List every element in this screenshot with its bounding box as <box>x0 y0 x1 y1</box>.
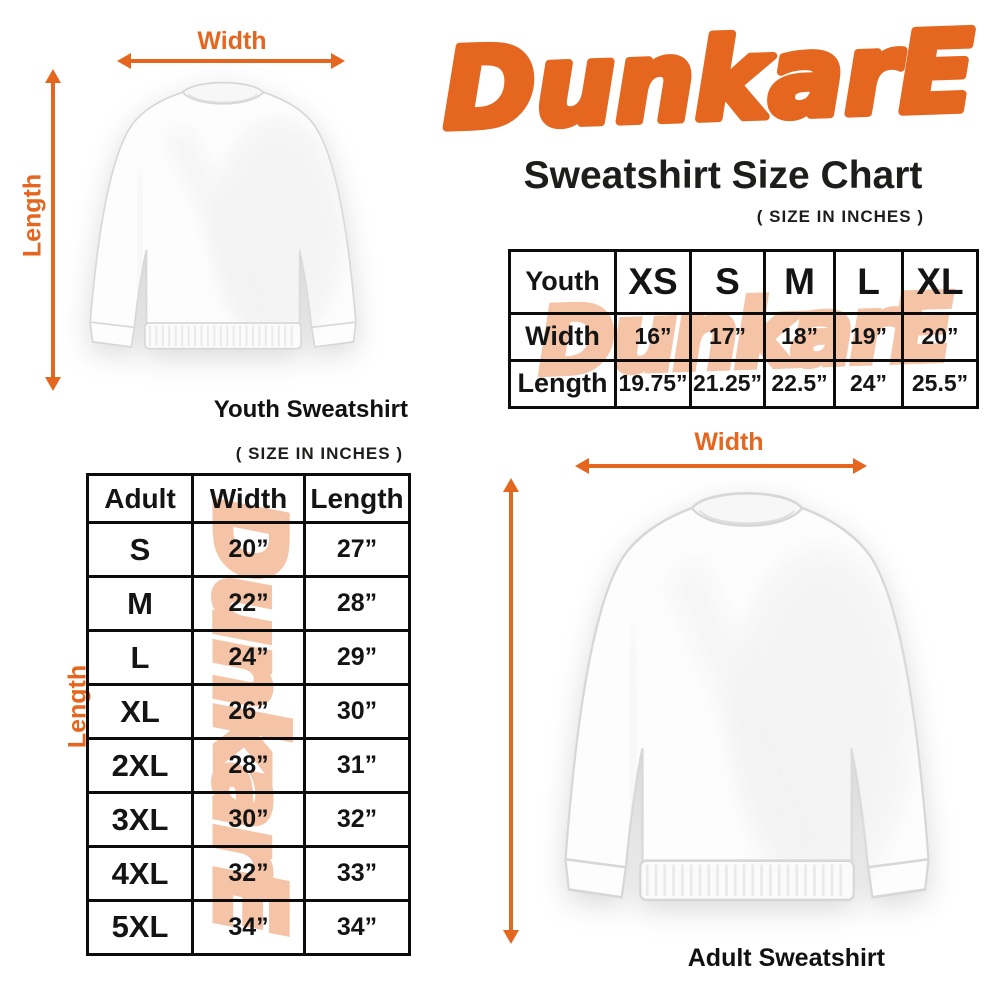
adult-length-value: 33” <box>303 845 411 902</box>
youth-width-label: Width <box>197 27 267 55</box>
adult-size-label: 5XL <box>86 898 194 956</box>
adult-size-label: 3XL <box>86 791 194 849</box>
youth-width-value: 17” <box>689 311 766 362</box>
adult-size-units-note: ( SIZE IN INCHES ) <box>235 444 403 463</box>
youth-table: Youth XS S M L XL Width 16” 17” 18” 19” … <box>508 249 979 409</box>
adult-length-value: 31” <box>303 737 411 795</box>
youth-size-header-cell: S <box>689 249 766 315</box>
adult-table-corner-cell: Adult <box>86 473 194 525</box>
size-units-note: ( SIZE IN INCHES ) <box>756 207 924 226</box>
youth-length-value: 19.75” <box>614 358 692 409</box>
adult-size-row: 3XL 30” 32” <box>86 791 411 849</box>
adult-length-value: 29” <box>303 629 411 687</box>
adult-sweatshirt-image <box>527 474 967 960</box>
youth-table-header-row: Youth XS S M L XL <box>508 249 979 315</box>
adult-size-label: 4XL <box>86 845 194 902</box>
adult-size-row: XL 26” 30” <box>86 683 411 741</box>
youth-size-table: DunkarE Youth XS S M L XL Width 16” 17” … <box>508 249 979 409</box>
adult-size-row: 2XL 28” 31” <box>86 737 411 795</box>
adult-table: Adult Width Length S 20” 27” M 22” 28” L… <box>86 473 411 956</box>
adult-width-value: 30” <box>191 791 306 849</box>
youth-width-value: 20” <box>901 311 979 362</box>
adult-width-arrow-icon <box>575 458 867 474</box>
youth-width-value: 19” <box>833 311 904 362</box>
adult-size-label: S <box>86 521 194 579</box>
youth-width-value: 16” <box>614 311 692 362</box>
adult-width-value: 34” <box>191 898 306 956</box>
youth-length-value: 24” <box>833 358 904 409</box>
youth-row-label: Length <box>508 358 617 409</box>
youth-width-arrow-icon <box>117 53 345 69</box>
youth-length-value: 22.5” <box>763 358 836 409</box>
logo-text: DunkarE <box>441 12 977 155</box>
adult-width-value: 32” <box>191 845 306 902</box>
adult-size-label: M <box>86 575 194 633</box>
adult-size-row: 5XL 34” 34” <box>86 898 411 956</box>
youth-length-arrow-icon <box>45 69 61 391</box>
adult-width-value: 26” <box>191 683 306 741</box>
adult-width-value: 24” <box>191 629 306 687</box>
adult-length-arrow-icon <box>503 478 519 944</box>
adult-length-value: 28” <box>303 575 411 633</box>
youth-table-corner-cell: Youth <box>508 249 617 315</box>
youth-size-header-cell: M <box>763 249 836 315</box>
adult-width-header-cell: Width <box>191 473 306 525</box>
adult-size-row: S 20” 27” <box>86 521 411 579</box>
adult-size-label: L <box>86 629 194 687</box>
adult-width-label: Width <box>694 428 764 456</box>
adult-width-value: 20” <box>191 521 306 579</box>
adult-length-value: 34” <box>303 898 411 956</box>
adult-size-row: 4XL 32” 33” <box>86 845 411 902</box>
youth-caption: Youth Sweatshirt <box>213 396 408 423</box>
youth-length-row: Length 19.75” 21.25” 22.5” 24” 25.5” <box>508 358 979 409</box>
youth-sweatshirt-image <box>62 70 384 388</box>
youth-length-value: 25.5” <box>901 358 979 409</box>
youth-length-label: Length <box>18 173 47 258</box>
adult-size-label: 2XL <box>86 737 194 795</box>
page-title: Sweatshirt Size Chart <box>523 154 923 197</box>
adult-length-value: 30” <box>303 683 411 741</box>
youth-length-value: 21.25” <box>689 358 766 409</box>
adult-length-value: 27” <box>303 521 411 579</box>
youth-size-header-cell: L <box>833 249 904 315</box>
adult-width-value: 28” <box>191 737 306 795</box>
youth-size-header-cell: XL <box>901 249 979 315</box>
youth-size-header-cell: XS <box>614 249 692 315</box>
youth-row-label: Width <box>508 311 617 362</box>
adult-length-value: 32” <box>303 791 411 849</box>
adult-width-value: 22” <box>191 575 306 633</box>
adult-size-row: M 22” 28” <box>86 575 411 633</box>
dunkare-logo: DunkarE <box>437 12 981 156</box>
youth-width-row: Width 16” 17” 18” 19” 20” <box>508 311 979 362</box>
adult-size-row: L 24” 29” <box>86 629 411 687</box>
youth-width-value: 18” <box>763 311 836 362</box>
adult-caption: Adult Sweatshirt <box>687 944 885 972</box>
adult-length-header-cell: Length <box>303 473 411 525</box>
adult-size-label: XL <box>86 683 194 741</box>
adult-size-table: DunkarE Adult Width Length S 20” 27” M 2… <box>86 473 411 956</box>
adult-table-header-row: Adult Width Length <box>86 473 411 525</box>
